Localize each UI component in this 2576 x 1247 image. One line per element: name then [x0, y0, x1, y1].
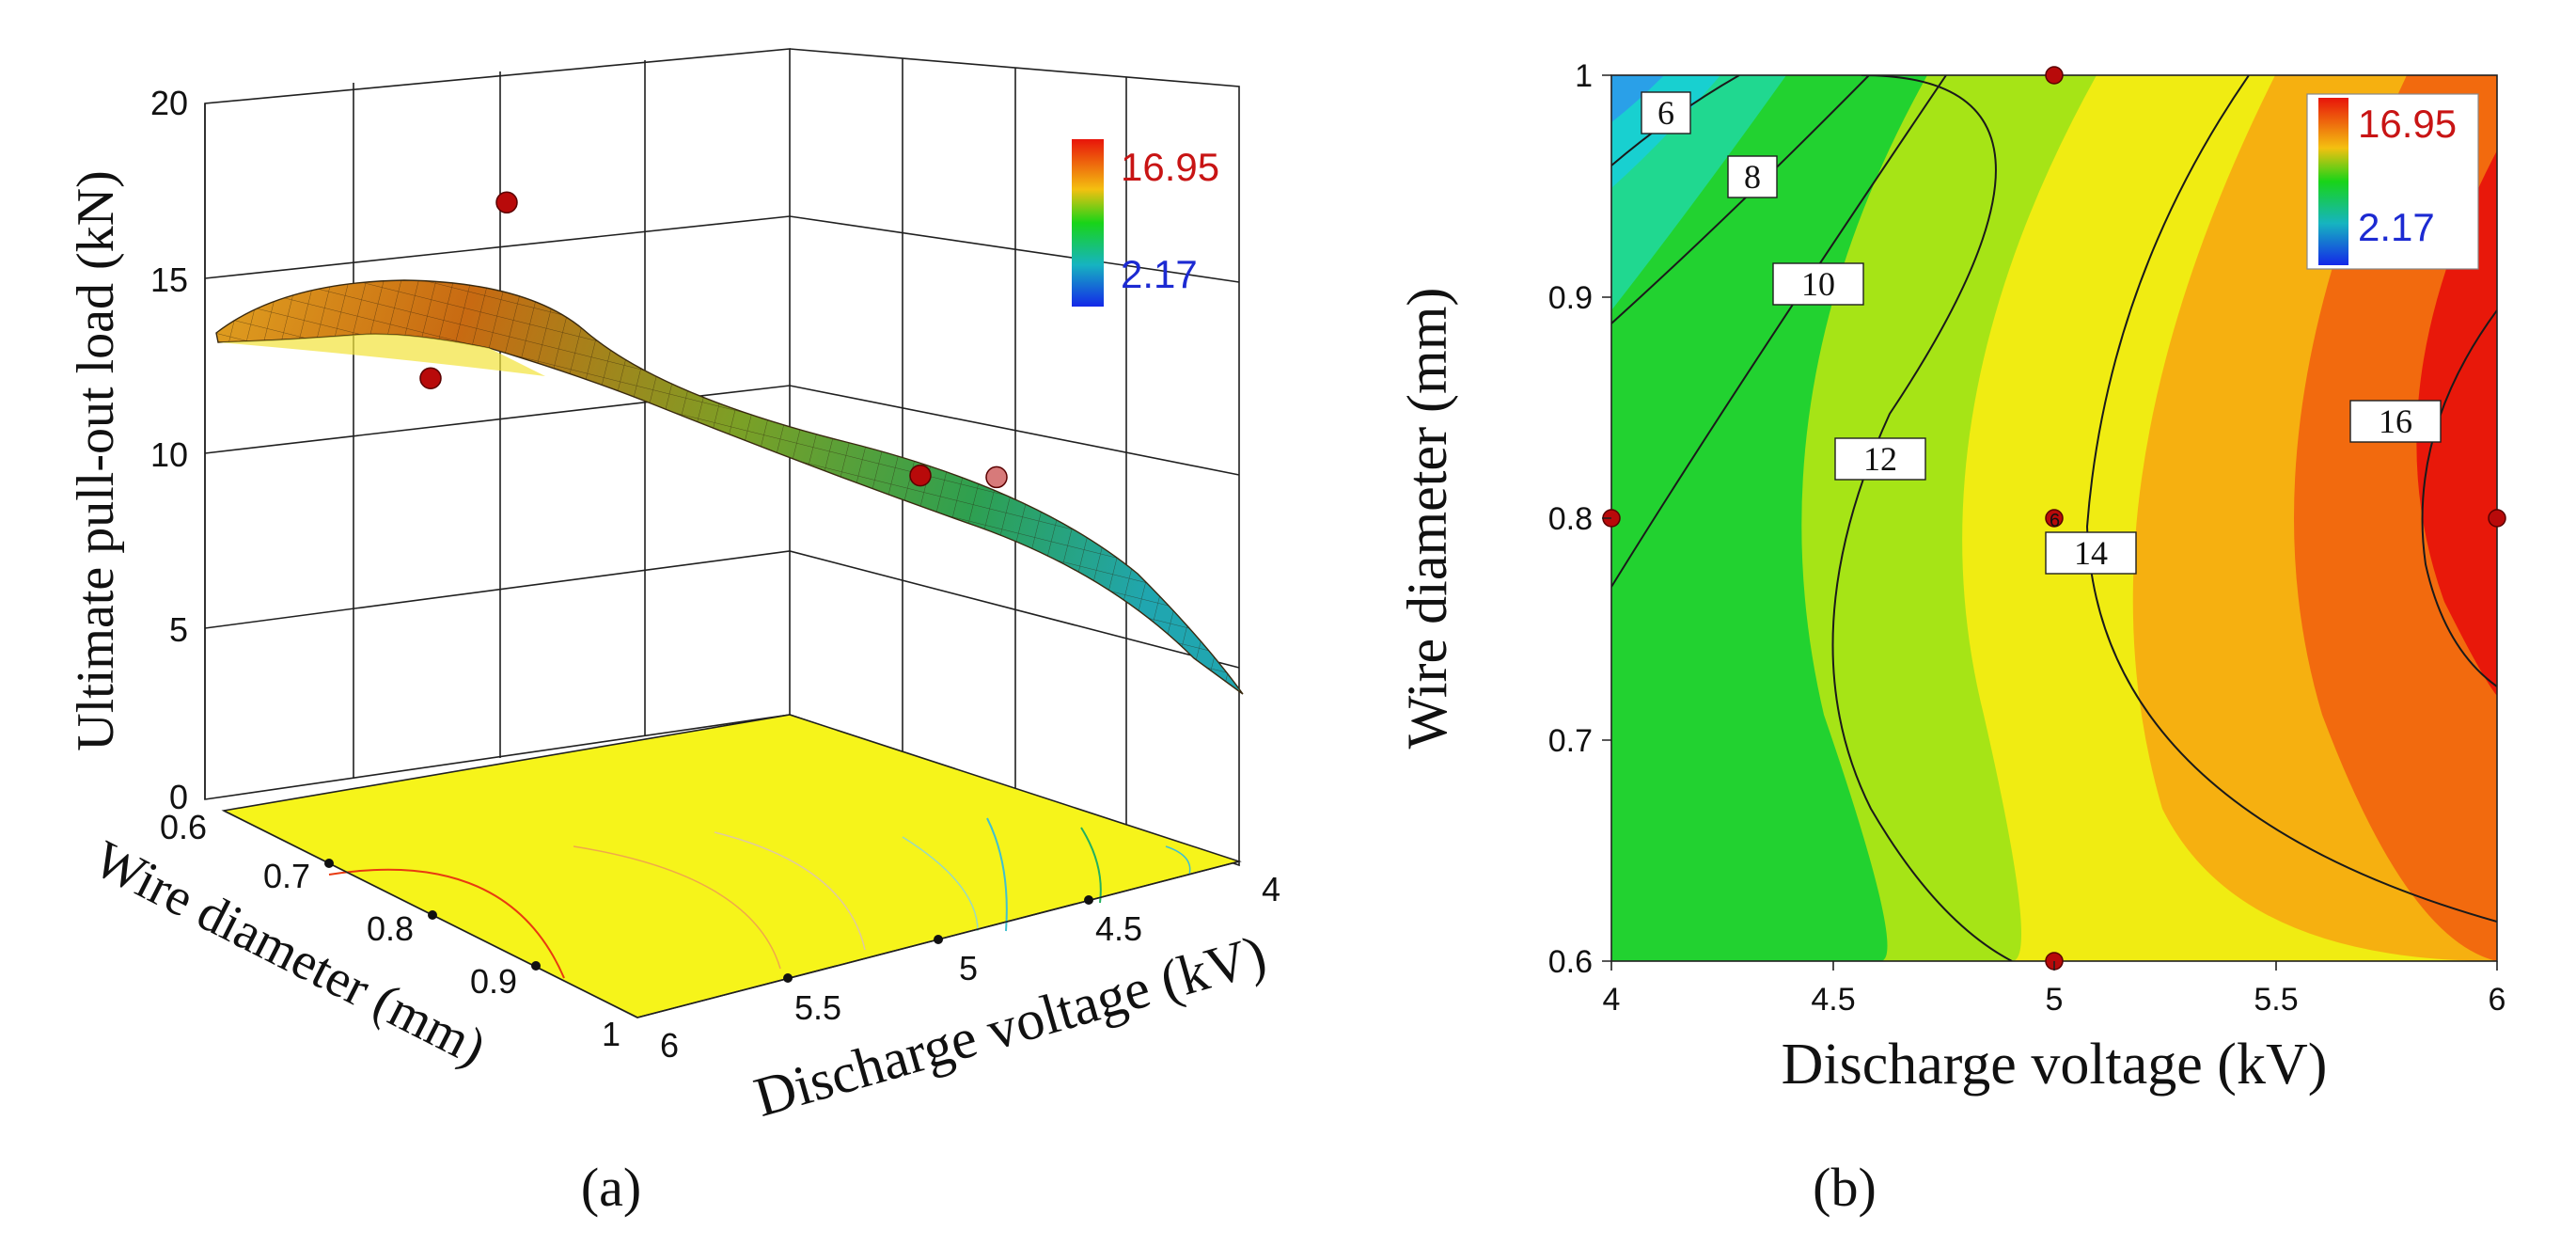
surface-design-point-0: [419, 367, 442, 389]
cy-tick-0.8: 0.8: [1548, 501, 1593, 537]
cy-tick-0.7: 0.7: [1548, 723, 1593, 759]
cx-tick-4: 4: [1603, 982, 1621, 1018]
z-tick-5: 5: [169, 610, 188, 649]
contour-y-ticks: 1 0.9 0.8 0.7 0.6: [1548, 58, 1593, 980]
color-legend-b: 16.95 2.17: [2306, 93, 2479, 270]
surface-design-point-3: [985, 466, 1008, 489]
x-tick-5.5: 5.5: [794, 988, 841, 1027]
cx-tick-5: 5: [2046, 982, 2064, 1018]
x-tick-5: 5: [959, 949, 978, 987]
cy-tick-0.9: 0.9: [1548, 280, 1593, 316]
contour-16: [2421, 309, 2497, 687]
contour-10: [1611, 75, 1947, 588]
panel-label-a: (a): [581, 1157, 641, 1218]
cx-tick-6: 6: [2489, 982, 2506, 1018]
y-tick-0.9: 0.9: [470, 962, 517, 1001]
contour-design-point-1: [2045, 66, 2064, 85]
legend-max-a: 16.95: [1121, 145, 1219, 189]
contour-12: [1831, 75, 2013, 961]
contour-label-6: 6: [1657, 94, 1674, 132]
y-tick-0.6: 0.6: [160, 808, 207, 846]
contour-design-points: [1602, 66, 2506, 971]
contour-labels: 6 8 10 12 14 16: [1641, 91, 2442, 575]
contour-label-8: 8: [1744, 158, 1761, 196]
z-tick-10: 10: [150, 435, 188, 474]
center-point-count: 6: [2050, 511, 2060, 531]
x-tick-4: 4: [1262, 870, 1280, 908]
contour-design-point-2: [2045, 509, 2064, 528]
color-legend-a: 16.95 2.17: [1072, 139, 1219, 307]
contour-x-ticks: 4 4.5 5 5.5 6: [1603, 982, 2506, 1018]
contour-x-axis-label: Discharge voltage (kV): [1782, 1033, 2328, 1097]
z-tick-0: 0: [169, 778, 188, 816]
z-axis: 20 15 10 5 0 Ultimate pull-out load (kN): [67, 84, 206, 816]
response-surface: [215, 279, 1244, 695]
legend-min-a: 2.17: [1121, 252, 1198, 296]
contour-design-point-4: [2488, 509, 2506, 528]
cy-tick-1: 1: [1575, 58, 1593, 94]
x-tick-4.5: 4.5: [1095, 909, 1142, 948]
z-axis-label: Ultimate pull-out load (kN): [67, 170, 125, 750]
surface-plot-panel: 20 15 10 5 0 Ultimate pull-out load (kN)…: [67, 48, 1280, 1218]
y-tick-0.8: 0.8: [367, 909, 414, 948]
contour-label-14: 14: [2074, 534, 2108, 572]
cx-tick-4.5: 4.5: [1811, 982, 1855, 1018]
z-tick-20: 20: [150, 84, 188, 122]
surface-design-point-2: [909, 464, 932, 487]
legend-max-b: 16.95: [2358, 102, 2457, 146]
contour-y-axis-label: Wire diameter (mm): [1396, 288, 1458, 750]
contour-label-12: 12: [1863, 440, 1897, 478]
contour-8: [1611, 75, 1870, 324]
x-tick-6: 6: [660, 1026, 679, 1065]
cy-tick-0.6: 0.6: [1548, 944, 1593, 980]
contour-tick-marks: [1602, 74, 2498, 971]
y-tick-0.7: 0.7: [263, 857, 310, 895]
y-tick-1: 1: [602, 1015, 620, 1053]
contour-label-16: 16: [2379, 403, 2412, 440]
z-tick-15: 15: [150, 260, 188, 299]
cx-tick-5.5: 5.5: [2254, 982, 2298, 1018]
surface-design-point-1: [495, 191, 518, 214]
surface-design-points: [419, 191, 1008, 489]
contour-label-10: 10: [1801, 265, 1835, 303]
panel-label-b: (b): [1813, 1157, 1877, 1218]
legend-min-b: 2.17: [2358, 205, 2435, 249]
contour-plot-panel: 6 8 10 12 14 16 6 1 0.9 0.8 0.7 0.6 4 4.…: [1396, 58, 2506, 1218]
